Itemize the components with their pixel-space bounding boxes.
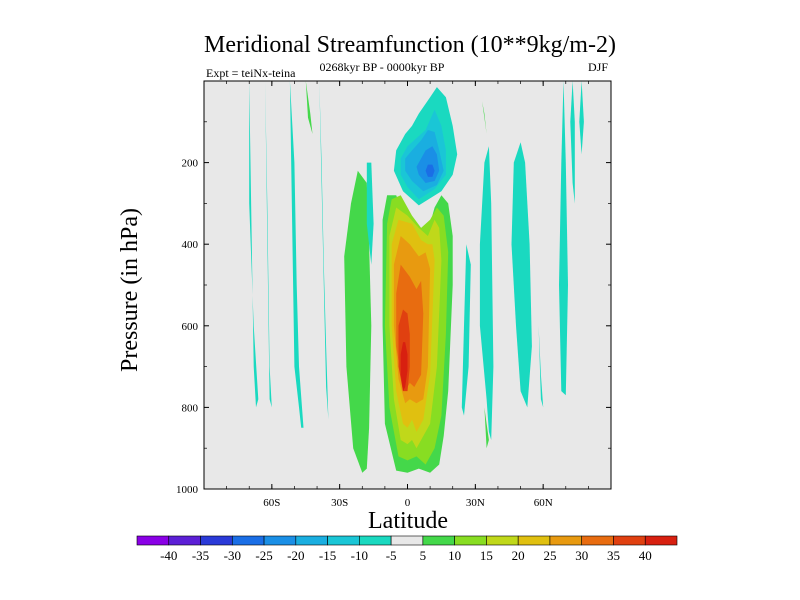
colorbar-label: 40	[639, 548, 652, 563]
plot-area: 60S 30S 0 30N 60N 200 400 600 800 1000	[176, 80, 612, 509]
y-tick-label: 200	[182, 158, 199, 170]
x-tick-label: 30N	[466, 497, 485, 509]
y-tick-label: 400	[182, 239, 199, 251]
y-axis-label: Pressure (in hPa)	[117, 208, 143, 372]
colorbar-swatch	[168, 535, 201, 546]
contour-region-level-neg5	[511, 142, 532, 408]
colorbar-swatch	[200, 535, 233, 546]
colorbar-label: 5	[420, 548, 427, 563]
x-tick-label: 60N	[534, 497, 553, 509]
y-tick-label: 600	[182, 321, 199, 333]
colorbar-label: 25	[543, 548, 556, 563]
colorbar-swatch	[549, 535, 583, 546]
x-tick-label: 30S	[331, 497, 348, 509]
colorbar-label: -30	[224, 548, 241, 563]
contour-region-level-neg5	[538, 325, 544, 408]
colorbar-label: -5	[386, 548, 397, 563]
colorbar-swatch	[613, 535, 646, 546]
colorbar-label: 10	[448, 548, 461, 563]
contour-region-level-neg5	[479, 146, 494, 441]
contour-region-level-40	[400, 342, 408, 392]
contour-region-level-neg5	[319, 81, 329, 420]
season-label: DJF	[588, 60, 608, 74]
colorbar-swatch	[390, 535, 424, 546]
colorbar-swatch	[136, 535, 170, 546]
colorbar-swatch	[454, 535, 487, 546]
colorbar-swatch	[517, 535, 551, 546]
colorbar-swatch	[422, 535, 455, 546]
colorbar-label: -25	[255, 548, 272, 563]
contour-region-level-neg5	[559, 81, 568, 396]
contour-region-level-neg5	[461, 244, 471, 416]
colorbar-swatch	[581, 535, 614, 546]
x-tick-label: 0	[405, 497, 411, 509]
colorbar-label: -10	[351, 548, 368, 563]
colorbar-label: 35	[607, 548, 620, 563]
y-axis: 200 400 600 800 1000	[176, 121, 611, 496]
colorbar-swatch	[263, 535, 297, 546]
contour-region-level-5	[305, 81, 313, 134]
contour-region-level-5	[344, 170, 372, 473]
colorbar: -40 -35 -30 -25 -20 -15 -10 -5 5 10 15 20 25 30 35 40	[136, 535, 678, 563]
colorbar-swatch	[231, 535, 265, 546]
colorbar-label: -15	[319, 548, 336, 563]
colorbar-label: -35	[192, 548, 209, 563]
contour-fills	[249, 81, 584, 473]
contour-region-level-neg5	[366, 162, 374, 265]
chart-title: Meridional Streamfunction (10**9kg/m-2)	[204, 32, 616, 58]
contour-region-level-neg20	[416, 146, 440, 183]
x-tick-label: 60S	[263, 497, 280, 509]
contour-region-level-5	[484, 407, 489, 449]
period-label: 0268kyr BP - 0000kyr BP	[320, 60, 445, 74]
contour-region-level-neg5	[289, 81, 304, 428]
colorbar-label: 15	[480, 548, 493, 563]
contour-region-level-neg25	[425, 164, 435, 177]
x-axis: 60S 30S 0 30N 60N	[226, 81, 589, 509]
colorbar-swatch	[327, 535, 360, 546]
colorbar-label: -40	[160, 548, 177, 563]
contour-region-level-neg5	[570, 81, 575, 204]
colorbar-swatch	[359, 535, 392, 546]
colorbar-label: -20	[287, 548, 304, 563]
y-tick-label: 1000	[176, 484, 199, 496]
contour-region-level-neg5	[579, 81, 584, 155]
colorbar-swatch	[295, 535, 328, 546]
contour-region-level-neg5	[249, 81, 259, 408]
colorbar-label: 30	[575, 548, 588, 563]
colorbar-label: 20	[512, 548, 525, 563]
colorbar-swatch	[486, 535, 519, 546]
colorbar-swatch	[644, 535, 678, 546]
x-axis-label: Latitude	[368, 508, 448, 534]
experiment-label: Expt = teiNx-teina	[206, 66, 296, 80]
y-tick-label: 800	[182, 402, 199, 414]
